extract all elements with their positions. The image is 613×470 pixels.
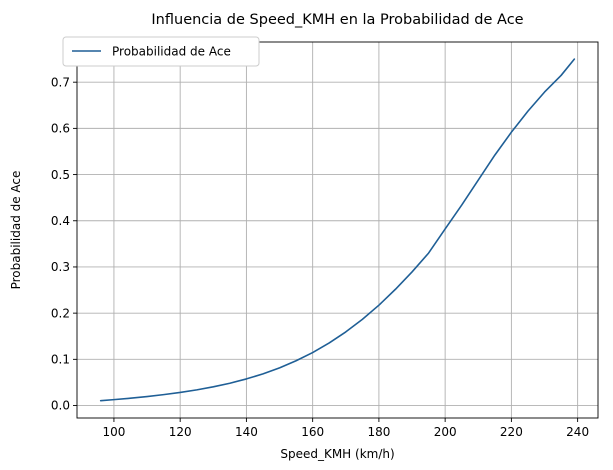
y-tick-label: 0.5 [51,168,70,182]
x-tick-label: 200 [434,425,457,439]
legend-entry-label: Probabilidad de Ace [112,45,231,59]
line-layer [99,58,576,402]
x-tick-label: 180 [367,425,390,439]
x-tick-label: 120 [169,425,192,439]
y-axis-label: Probabilidad de Ace [9,171,23,290]
x-axis-label: Speed_KMH (km/h) [280,447,394,461]
y-tick-label: 0.0 [51,399,70,413]
y-tick-label: 0.1 [51,353,70,367]
x-tick-label: 160 [301,425,324,439]
x-tick-label: 100 [102,425,125,439]
legend-box [62,36,260,67]
legend: Probabilidad de Ace [62,36,260,67]
x-tick-label: 140 [235,425,258,439]
y-tick-label: 0.3 [51,260,70,274]
plot-frame [76,41,599,419]
x-tick-label: 240 [566,425,589,439]
y-tick-label: 0.6 [51,122,70,136]
y-tick-label: 0.4 [51,214,70,228]
series-line [99,58,576,402]
ticks: 100 120 140 160 180 200 220 240 0.0 0.1 0.2 0.3 0.4 0… [51,75,589,439]
y-tick-label: 0.2 [51,306,70,320]
chart-title: Influencia de Speed_KMH en la Probabilid… [151,12,523,28]
x-tick-label: 220 [500,425,523,439]
y-tick-label: 0.7 [51,75,70,89]
